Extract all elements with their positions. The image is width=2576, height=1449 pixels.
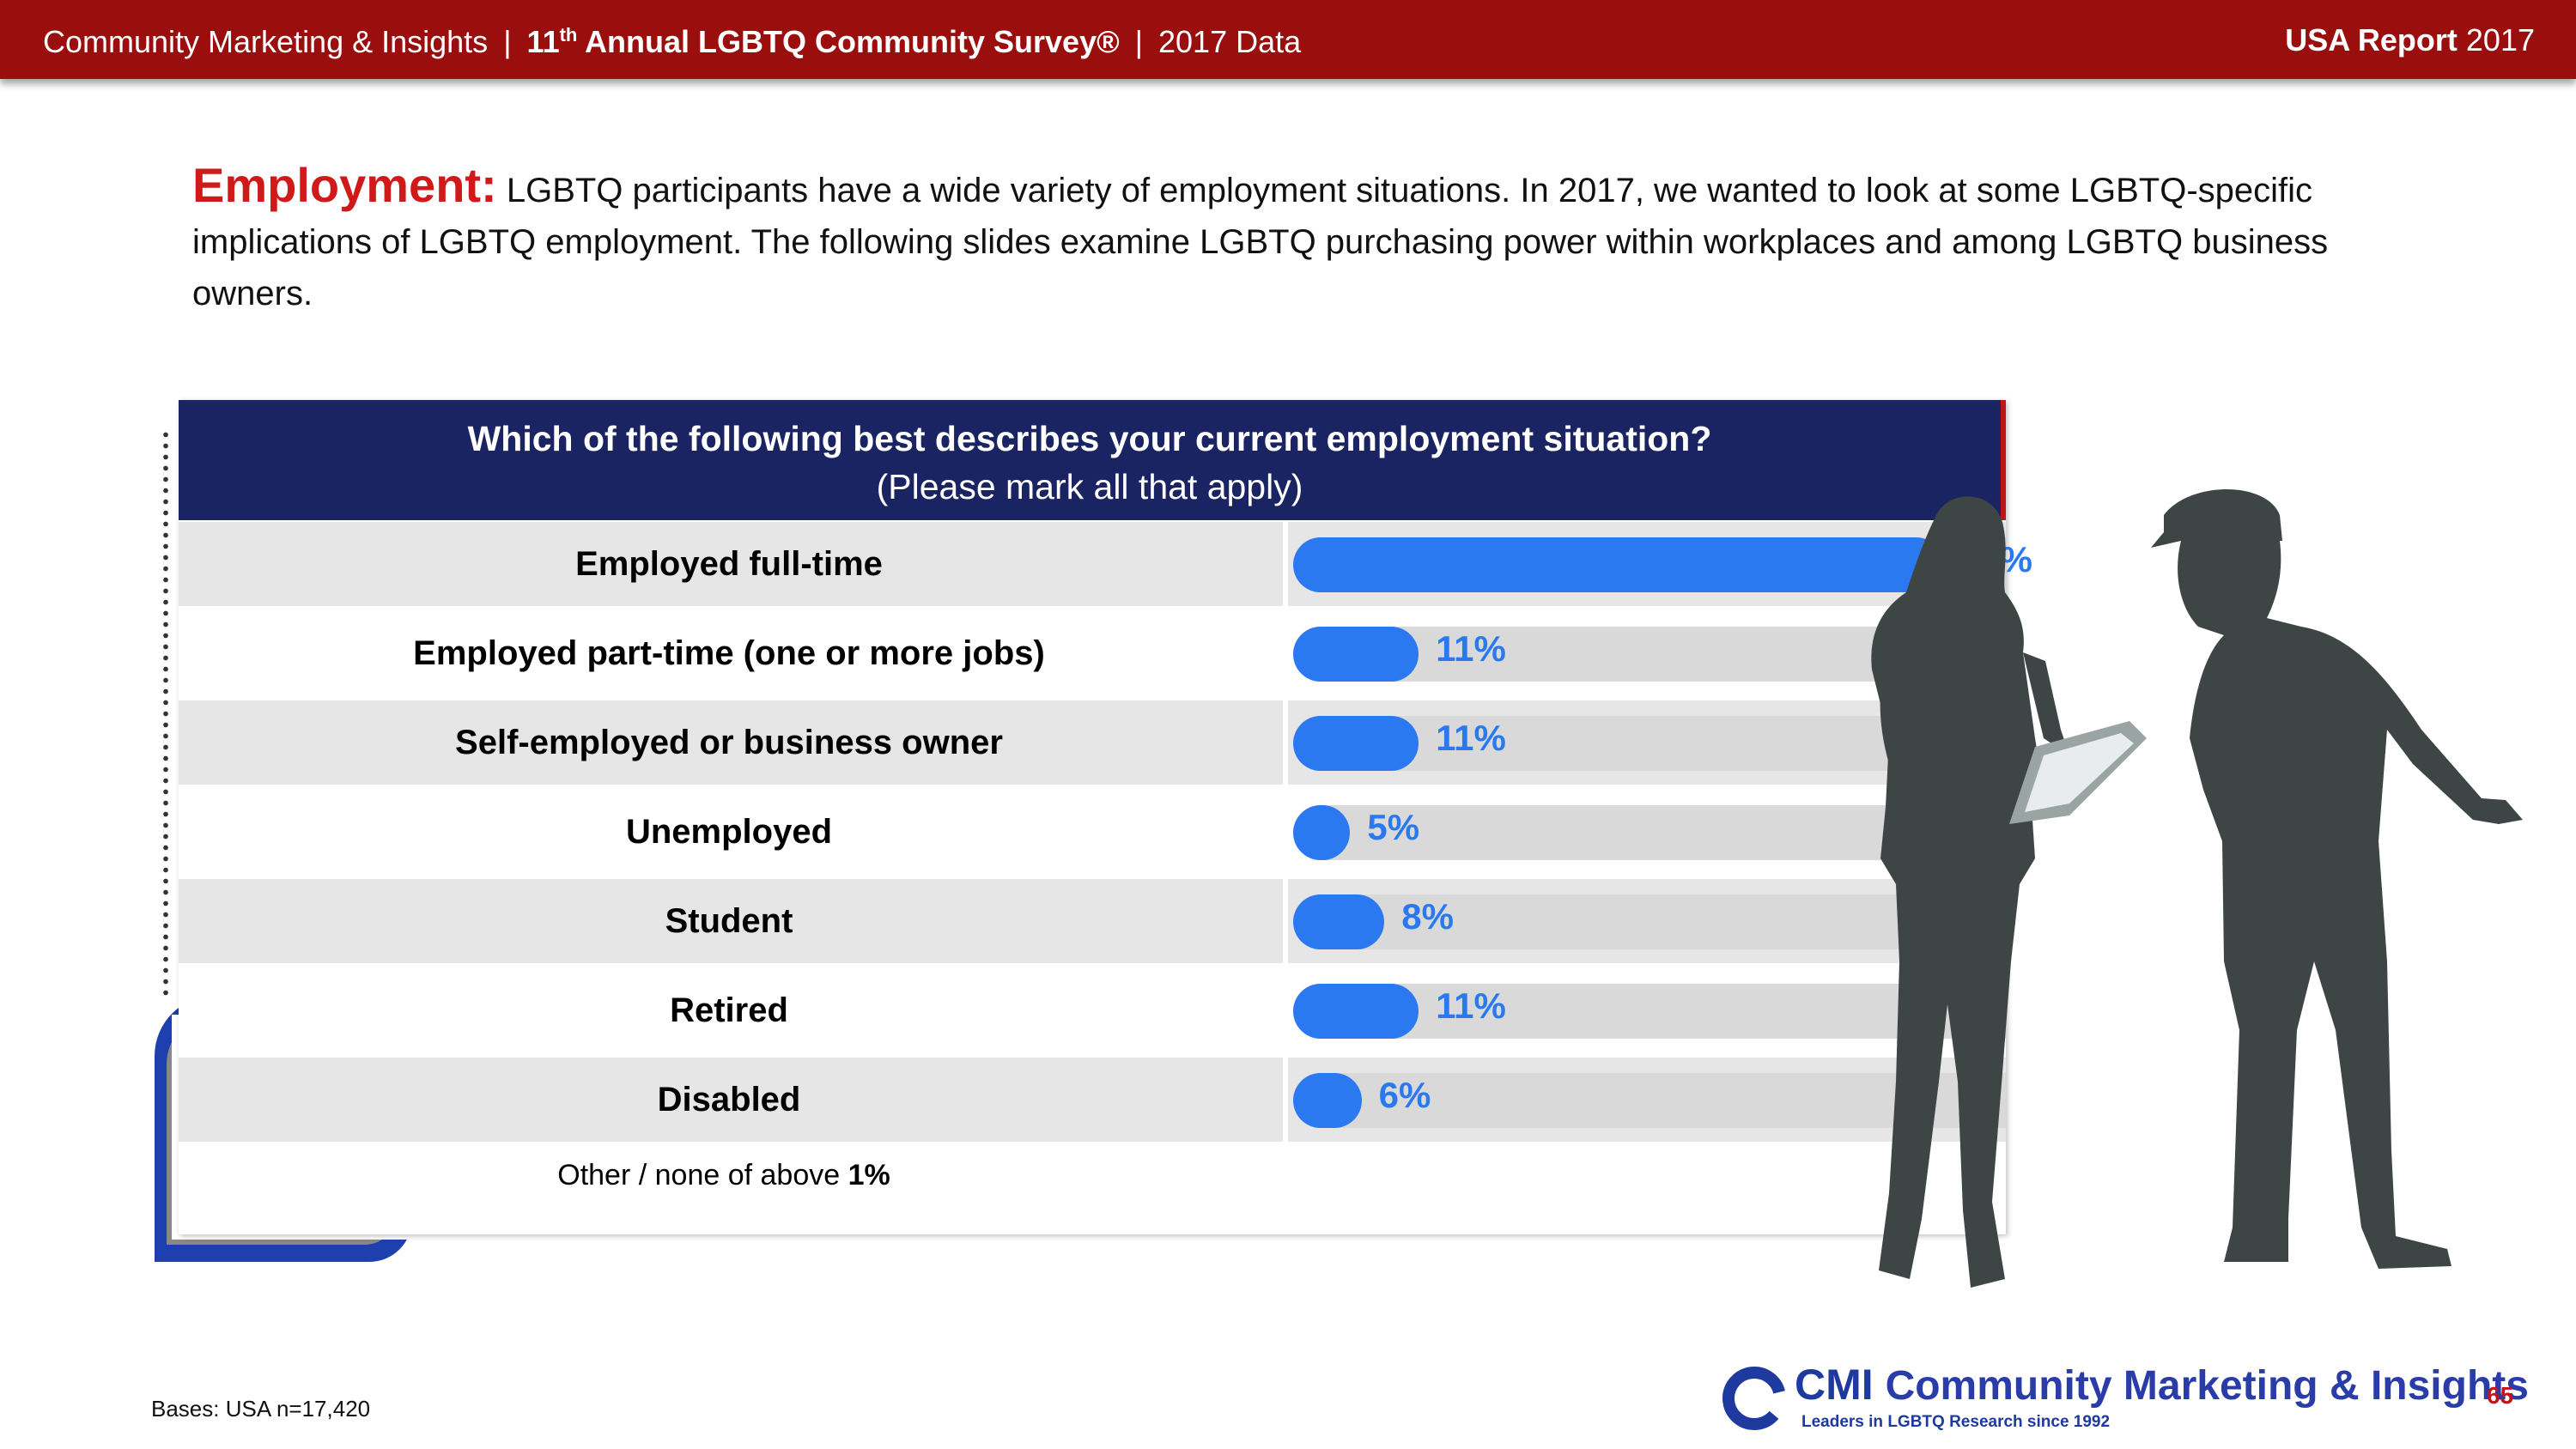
bar-value-label: 11% [1436,628,1506,669]
chart-panel: Which of the following best describes yo… [179,400,2032,1234]
column-divider [1283,522,1288,606]
logo-cmi: CMI [1795,1361,1874,1409]
column-divider [1283,1058,1288,1142]
logo-tagline: Leaders in LGBTQ Research since 1992 [1801,1413,2111,1431]
survey-number: 11 [526,24,560,59]
other-response: Other / none of above 1% [179,1159,1269,1192]
dotted-line-decoration [163,429,168,996]
page-number: 65 [2487,1382,2514,1409]
survey-ordinal: th [559,24,578,45]
chart-row: Retired 11% [179,968,2006,1052]
category-label: Retired [670,991,788,1029]
category-label: Unemployed [625,812,833,851]
bar-value-label: 5% [1367,807,1420,847]
chart-row: Disabled 6% [179,1058,2006,1142]
question-title: Which of the following best describes yo… [467,419,1712,458]
header-data-year: 2017 Data [1158,24,1302,59]
bar [1293,1073,1362,1128]
category-label: Employed full-time [575,544,883,583]
bar [1293,716,1419,771]
logo-ring-icon [1722,1367,1786,1430]
header-separator-2: | [1134,24,1143,59]
man-hat [2151,489,2282,548]
column-divider [1283,879,1288,963]
bar-value-label: 11% [1436,718,1506,758]
bar-track [1293,894,2006,949]
chart-row: Employed full-time57% [179,522,2032,606]
man-silhouette [2178,541,2523,1269]
column-divider [1283,611,1288,695]
question-header: Which of the following best describes yo… [179,400,2006,520]
bases-note: Bases: USA n=17,420 [151,1396,371,1422]
bar [1293,805,1351,860]
question-subtitle: (Please mark all that apply) [876,467,1303,506]
column-divider [1283,700,1288,785]
bar [1293,894,1385,949]
intro-text: LGBTQ participants have a wide variety o… [192,172,2329,312]
cmi-logo: CMI Community Marketing & Insights Leade… [1719,1360,2529,1437]
category-label: Disabled [657,1080,801,1119]
intro-paragraph: Employment: LGBTQ participants have a wi… [192,160,2425,319]
header-left: Community Marketing & Insights | 11th Annu… [43,24,1301,60]
header-survey: 11th Annual LGBTQ Community Survey® [527,24,1120,59]
chart-row: Student 8% [179,879,2006,963]
bar-value-label: 8% [1401,896,1454,937]
header-bar: Community Marketing & Insights | 11th Annu… [0,0,2576,79]
column-divider [1283,968,1288,1052]
logo-brand: CMI Community Marketing & Insights [1795,1360,2529,1410]
bar-value-label: 6% [1378,1075,1431,1115]
header-report: USA Report 2017 [2285,22,2535,58]
chart-row: Self-employed or business owner 11% [179,700,2006,785]
bar [1293,627,1419,682]
bar-track [1293,1073,2006,1128]
woman-arm [1880,609,1989,781]
category-label: Student [665,901,793,940]
bar-value-label: 11% [1436,985,1506,1026]
report-label: USA Report [2285,22,2458,58]
other-label: Other / none of above [557,1159,841,1191]
category-label: Employed part-time (one or more jobs) [413,634,1045,672]
chart-row: Employed part-time (one or more jobs) 11% [179,611,2006,695]
bar [1293,984,1419,1039]
survey-name: Annual LGBTQ Community Survey® [585,24,1120,59]
chart-row: Unemployed 5% [179,790,2006,874]
column-divider [1283,790,1288,874]
workers-silhouette-illustration [1871,489,2523,1288]
intro-lead: Employment: [192,158,497,212]
logo-company-name: Community Marketing & Insights [1885,1363,2529,1409]
other-value: 1% [848,1159,890,1191]
bar [1293,537,1943,592]
header-separator: | [503,24,512,59]
woman-silhouette [1871,496,2038,1288]
header-org: Community Marketing & Insights [43,24,489,59]
category-label: Self-employed or business owner [455,723,1003,761]
report-year: 2017 [2465,22,2535,58]
